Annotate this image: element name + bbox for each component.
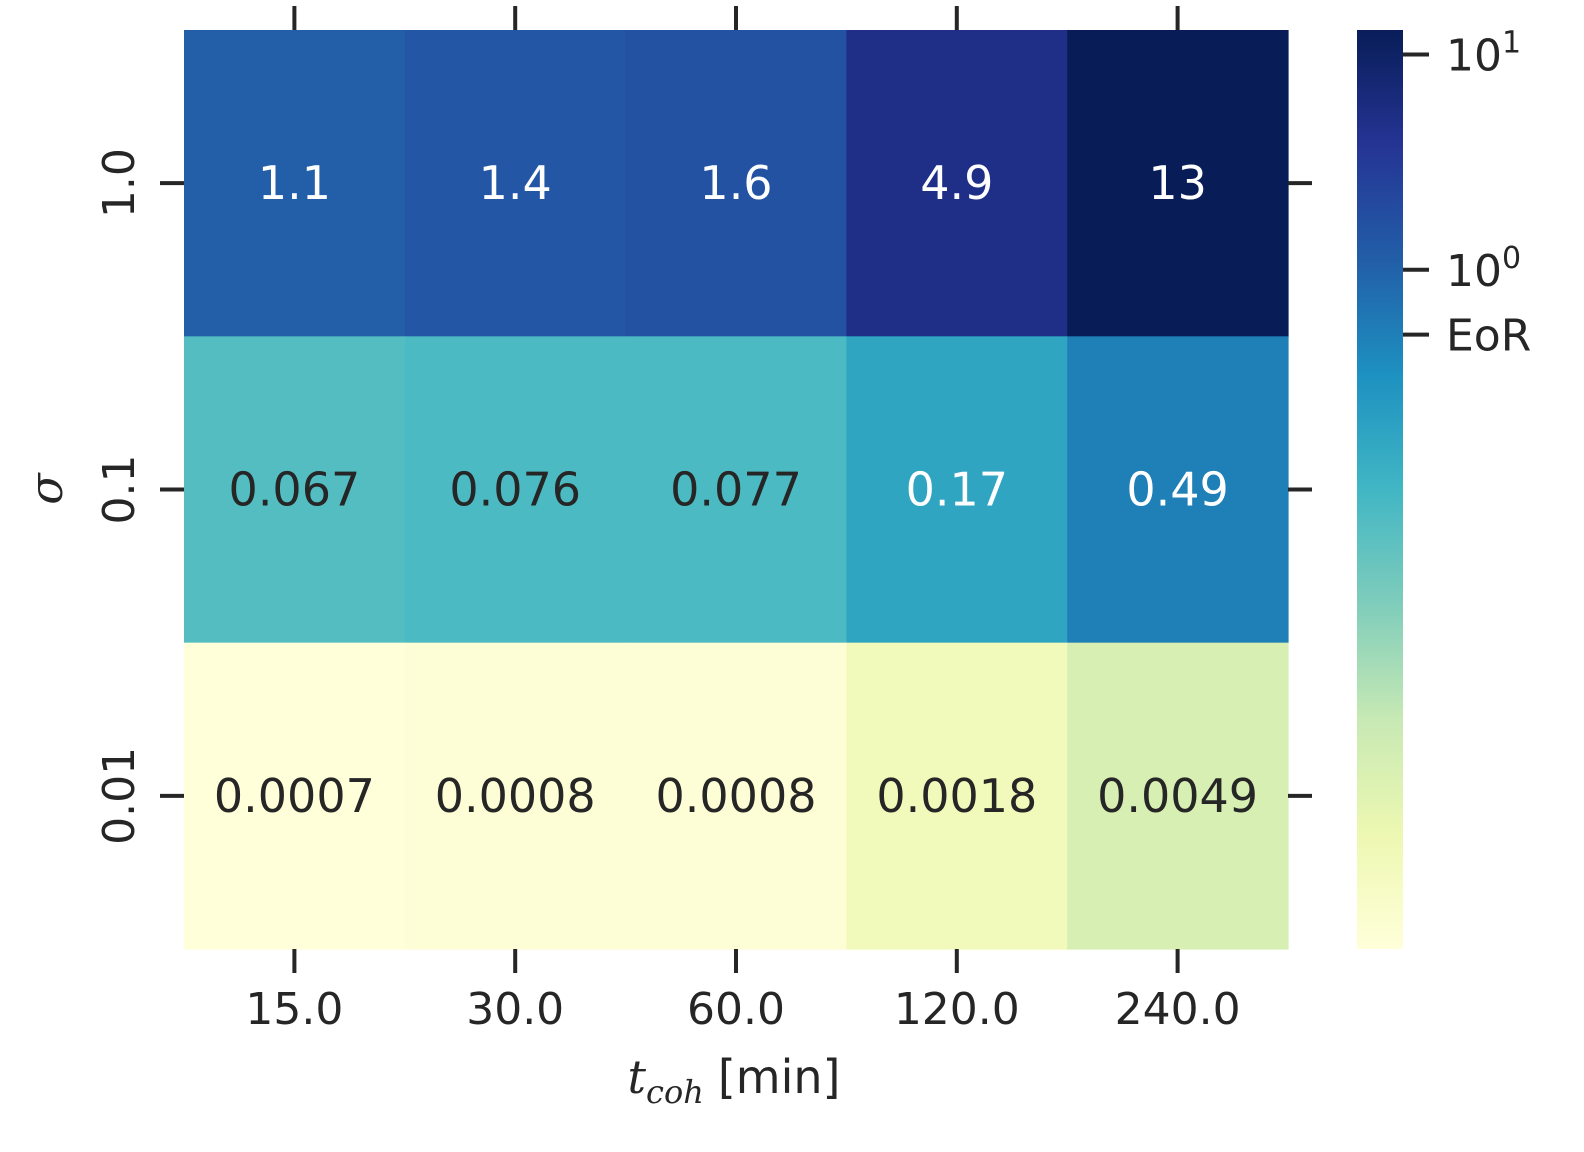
- heatmap-cell: [1067, 642, 1289, 950]
- cell-value-label: 13: [1148, 156, 1207, 210]
- colorbar-ticks: 101 100 EoR: [1403, 26, 1531, 362]
- x-tick-label: 15.0: [245, 984, 343, 1035]
- colorbar: 101 100 EoR: [1357, 26, 1531, 949]
- colorbar-tick-label: EoR: [1446, 311, 1531, 362]
- cell-value-label: 0.0018: [876, 769, 1037, 823]
- cell-value-label: 4.9: [920, 156, 993, 210]
- heatmap-cell: [1067, 30, 1289, 337]
- cell-value-label: 0.0008: [435, 769, 596, 823]
- x-tick-label: 30.0: [466, 984, 564, 1035]
- colorbar-tick-label: 100: [1446, 241, 1521, 297]
- heatmap-cells: [184, 30, 1289, 950]
- y-axis: 1.0 0.1 0.01: [94, 148, 1312, 845]
- y-tick-label: 0.1: [94, 455, 145, 525]
- x-axis-label: tcoh [min]: [628, 1050, 841, 1111]
- cell-value-label: 0.077: [670, 463, 802, 517]
- cell-value-label: 1.4: [479, 156, 552, 210]
- heatmap-cell: [404, 336, 627, 644]
- cell-value-label: 0.0007: [214, 769, 375, 823]
- cell-value-label: 0.076: [449, 463, 581, 517]
- heatmap-cell: [625, 642, 847, 950]
- heatmap-cell: [625, 336, 847, 644]
- heatmap-cell: [846, 30, 1068, 337]
- y-tick-label: 0.01: [94, 747, 145, 845]
- heatmap-cell: [846, 642, 1068, 950]
- x-tick-label: 120.0: [894, 984, 1020, 1035]
- cell-value-label: 0.067: [229, 463, 361, 517]
- heatmap-cell: [184, 336, 406, 644]
- cell-value-label: 0.0049: [1097, 769, 1258, 823]
- y-tick-label: 1.0: [94, 148, 145, 218]
- heatmap-cell: [625, 30, 847, 337]
- heatmap-cell: [404, 30, 627, 337]
- heatmap-cell: [846, 336, 1068, 644]
- x-axis: 15.0 30.0 60.0 120.0 240.0: [245, 6, 1241, 1035]
- heatmap-cell: [1067, 336, 1289, 644]
- colorbar-gradient: [1357, 30, 1403, 949]
- x-tick-label: 60.0: [687, 984, 785, 1035]
- heatmap-cell: [404, 642, 627, 950]
- cell-value-label: 0.17: [906, 463, 1008, 517]
- heatmap-cell: [184, 30, 406, 337]
- cell-value-label: 1.6: [699, 156, 772, 210]
- x-tick-label: 240.0: [1115, 984, 1241, 1035]
- colorbar-tick-label: 101: [1446, 26, 1521, 82]
- cell-value-label: 1.1: [258, 156, 331, 210]
- y-axis-label: σ: [19, 472, 73, 505]
- cell-annotations: 1.1 1.4 1.6 4.9 13 0.067 0.076 0.077 0.17 0.49 0.0…: [214, 156, 1258, 823]
- heatmap-cell: [184, 642, 406, 950]
- cell-value-label: 0.49: [1126, 463, 1228, 517]
- cell-value-label: 0.0008: [656, 769, 817, 823]
